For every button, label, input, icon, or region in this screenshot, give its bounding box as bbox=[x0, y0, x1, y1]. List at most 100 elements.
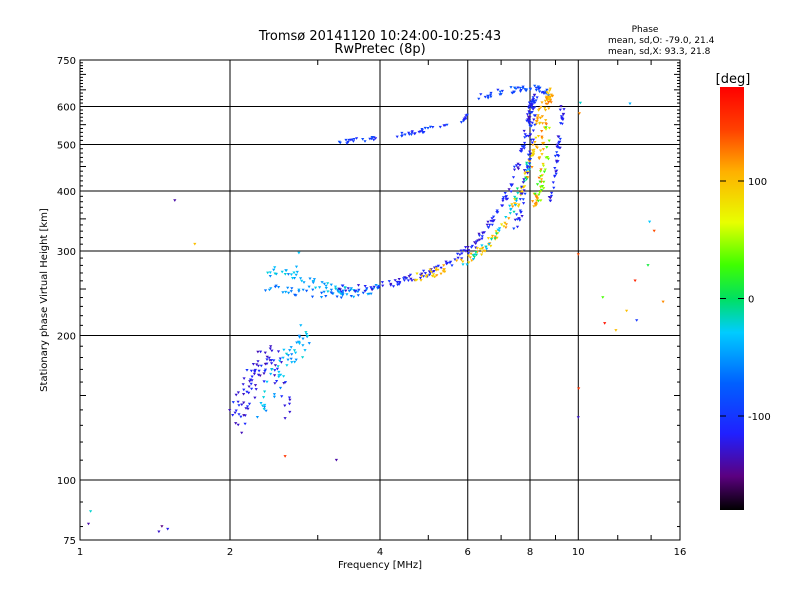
data-point bbox=[426, 127, 430, 130]
data-point bbox=[539, 178, 544, 181]
data-point bbox=[278, 359, 282, 363]
data-point bbox=[519, 211, 523, 214]
data-point bbox=[539, 149, 543, 153]
data-point bbox=[516, 192, 520, 195]
data-point bbox=[444, 260, 448, 264]
data-point bbox=[272, 393, 276, 396]
data-point bbox=[559, 105, 563, 108]
data-point bbox=[490, 217, 494, 220]
data-point bbox=[476, 239, 480, 242]
grid-lines bbox=[80, 60, 680, 540]
data-point bbox=[245, 369, 249, 372]
data-point bbox=[542, 92, 546, 95]
data-point bbox=[525, 166, 529, 170]
data-point bbox=[530, 141, 534, 145]
data-point bbox=[555, 151, 559, 154]
data-point bbox=[530, 121, 534, 125]
data-point bbox=[489, 93, 493, 97]
data-point bbox=[270, 349, 274, 353]
data-point bbox=[511, 91, 515, 95]
data-point bbox=[490, 234, 495, 238]
data-point bbox=[458, 253, 462, 257]
data-point bbox=[423, 126, 427, 130]
data-point bbox=[467, 261, 471, 264]
data-point bbox=[247, 391, 251, 395]
data-point bbox=[267, 356, 271, 360]
data-point bbox=[514, 199, 518, 203]
data-point bbox=[558, 108, 562, 112]
data-point bbox=[554, 159, 559, 163]
data-point bbox=[467, 252, 471, 255]
data-point bbox=[540, 174, 544, 177]
data-point bbox=[413, 132, 417, 135]
data-point bbox=[524, 89, 528, 93]
data-point bbox=[282, 375, 286, 378]
data-point bbox=[525, 178, 529, 181]
data-point bbox=[431, 273, 436, 276]
data-point bbox=[442, 268, 446, 271]
data-point bbox=[540, 153, 544, 156]
stats-o-line: mean, sd,O: -79.0, 21.4 bbox=[608, 36, 715, 46]
data-point bbox=[577, 112, 581, 115]
data-point bbox=[533, 192, 537, 196]
data-point bbox=[497, 229, 501, 233]
data-point bbox=[555, 143, 559, 147]
data-point bbox=[287, 396, 292, 400]
data-point bbox=[532, 205, 536, 208]
data-point bbox=[273, 382, 277, 385]
data-point bbox=[287, 291, 291, 295]
data-point bbox=[453, 258, 457, 261]
data-point bbox=[504, 198, 508, 201]
data-point bbox=[552, 186, 556, 190]
data-point bbox=[547, 95, 551, 99]
data-point bbox=[297, 251, 301, 255]
data-point bbox=[285, 364, 289, 367]
data-point bbox=[276, 365, 280, 368]
data-point bbox=[545, 91, 549, 94]
data-point bbox=[481, 231, 485, 235]
data-point bbox=[276, 350, 281, 353]
data-point bbox=[544, 102, 548, 106]
data-point bbox=[503, 221, 507, 225]
data-point bbox=[374, 284, 378, 287]
data-point bbox=[530, 103, 535, 106]
x-axis-ticks: 1 2 4 6 8 10 16 bbox=[77, 547, 687, 558]
colorbar-tick-label: 0 bbox=[748, 295, 754, 306]
data-point bbox=[484, 245, 488, 249]
data-point bbox=[551, 181, 555, 184]
data-point bbox=[259, 402, 263, 405]
data-point bbox=[435, 274, 439, 277]
data-point bbox=[558, 137, 562, 141]
data-point bbox=[523, 192, 527, 196]
data-point bbox=[363, 285, 367, 288]
data-point bbox=[532, 114, 536, 117]
data-point bbox=[294, 358, 298, 362]
x-tick-label: 6 bbox=[465, 547, 471, 558]
y-tick-label: 300 bbox=[57, 247, 76, 258]
data-point bbox=[548, 87, 552, 91]
data-point bbox=[523, 171, 528, 174]
data-point bbox=[549, 199, 553, 203]
data-point bbox=[403, 133, 407, 137]
data-point bbox=[553, 167, 557, 170]
data-point bbox=[245, 405, 250, 408]
data-point bbox=[488, 223, 492, 227]
data-point bbox=[537, 90, 542, 93]
x-tick-label: 4 bbox=[377, 547, 383, 558]
data-point bbox=[525, 113, 530, 116]
data-point bbox=[239, 415, 243, 419]
data-point bbox=[560, 116, 564, 120]
data-point bbox=[469, 252, 473, 256]
data-point bbox=[528, 87, 532, 91]
data-point bbox=[354, 289, 358, 293]
data-point bbox=[646, 264, 650, 267]
data-point bbox=[507, 188, 511, 191]
y-axis-label: Stationary phase Virtual Height [km] bbox=[39, 208, 50, 392]
data-point bbox=[356, 294, 360, 297]
data-point bbox=[540, 101, 544, 104]
data-point bbox=[576, 416, 580, 419]
data-point bbox=[468, 256, 472, 259]
data-point bbox=[243, 422, 247, 426]
y-tick-label: 75 bbox=[63, 536, 76, 547]
data-point bbox=[527, 106, 531, 110]
